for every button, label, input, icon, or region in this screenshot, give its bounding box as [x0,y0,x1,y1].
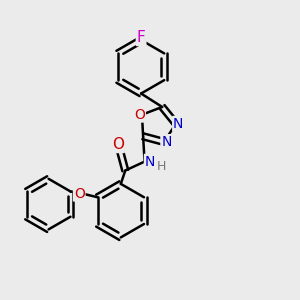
Text: N: N [173,117,183,131]
Text: H: H [156,160,166,172]
Text: N: N [145,154,155,169]
Text: N: N [161,135,172,149]
Text: F: F [137,30,146,45]
Text: O: O [74,187,85,201]
Text: O: O [112,137,124,152]
Text: O: O [134,108,145,122]
